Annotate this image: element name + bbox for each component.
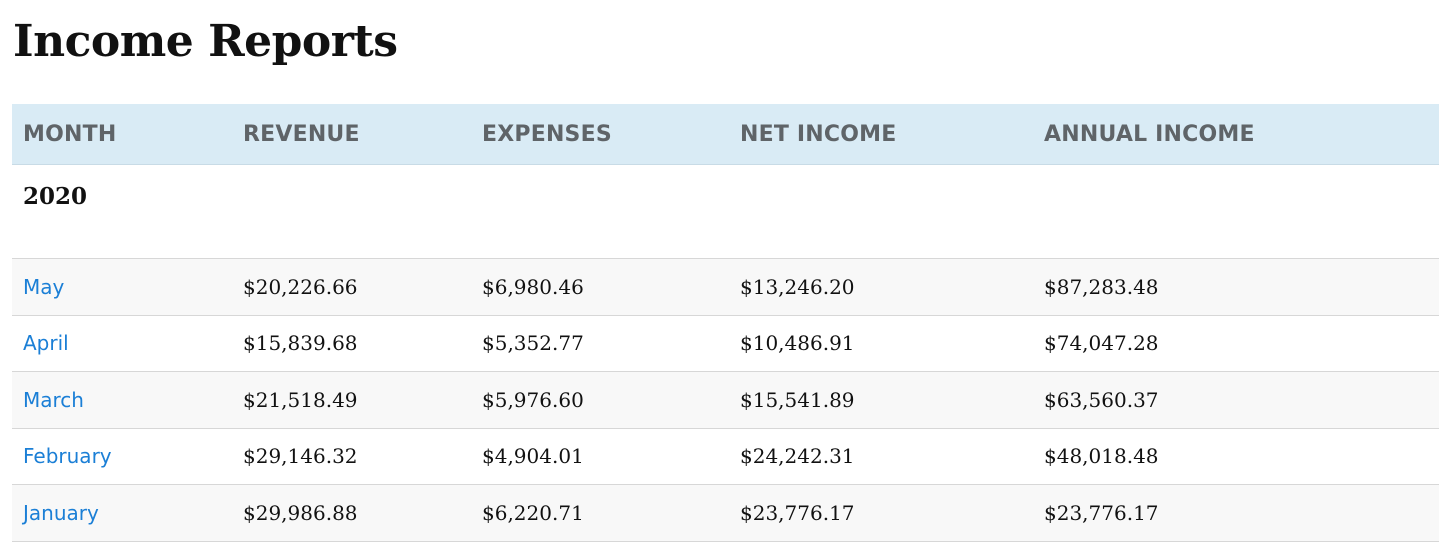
annual-income-cell: $63,560.37 (1044, 387, 1159, 412)
expenses-cell: $4,904.01 (482, 444, 584, 469)
revenue-cell: $29,146.32 (243, 444, 358, 469)
revenue-cell: $21,518.49 (243, 387, 358, 412)
table-row: February $29,146.32 $4,904.01 $24,242.31… (12, 429, 1439, 485)
net-income-cell: $10,486.91 (740, 331, 855, 356)
header-month: MONTH (23, 121, 117, 147)
income-report-table: MONTH REVENUE EXPENSES NET INCOME ANNUAL… (12, 104, 1439, 542)
month-link-february[interactable]: February (23, 444, 112, 469)
annual-income-cell: $87,283.48 (1044, 274, 1159, 299)
table-row: May $20,226.66 $6,980.46 $13,246.20 $87,… (12, 259, 1439, 316)
annual-income-cell: $48,018.48 (1044, 444, 1159, 469)
table-header-row: MONTH REVENUE EXPENSES NET INCOME ANNUAL… (12, 104, 1439, 165)
net-income-cell: $24,242.31 (740, 444, 855, 469)
header-revenue: REVENUE (243, 121, 360, 147)
table-row: January $29,986.88 $6,220.71 $23,776.17 … (12, 485, 1439, 542)
month-link-may[interactable]: May (23, 274, 65, 299)
expenses-cell: $5,976.60 (482, 387, 584, 412)
expenses-cell: $6,220.71 (482, 500, 584, 525)
table-row: March $21,518.49 $5,976.60 $15,541.89 $6… (12, 372, 1439, 429)
page-title: Income Reports (13, 16, 398, 67)
header-expenses: EXPENSES (482, 121, 612, 147)
revenue-cell: $29,986.88 (243, 500, 358, 525)
annual-income-cell: $74,047.28 (1044, 331, 1159, 356)
header-annual-income: ANNUAL INCOME (1044, 121, 1255, 147)
year-group-row: 2020 (12, 165, 1439, 259)
header-net-income: NET INCOME (740, 121, 897, 147)
month-link-march[interactable]: March (23, 387, 84, 412)
net-income-cell: $23,776.17 (740, 500, 855, 525)
expenses-cell: $6,980.46 (482, 274, 584, 299)
revenue-cell: $20,226.66 (243, 274, 358, 299)
net-income-cell: $15,541.89 (740, 387, 855, 412)
year-label: 2020 (23, 183, 88, 210)
table-row: April $15,839.68 $5,352.77 $10,486.91 $7… (12, 316, 1439, 372)
expenses-cell: $5,352.77 (482, 331, 584, 356)
month-link-january[interactable]: January (23, 500, 99, 525)
net-income-cell: $13,246.20 (740, 274, 855, 299)
annual-income-cell: $23,776.17 (1044, 500, 1159, 525)
revenue-cell: $15,839.68 (243, 331, 358, 356)
month-link-april[interactable]: April (23, 331, 69, 356)
